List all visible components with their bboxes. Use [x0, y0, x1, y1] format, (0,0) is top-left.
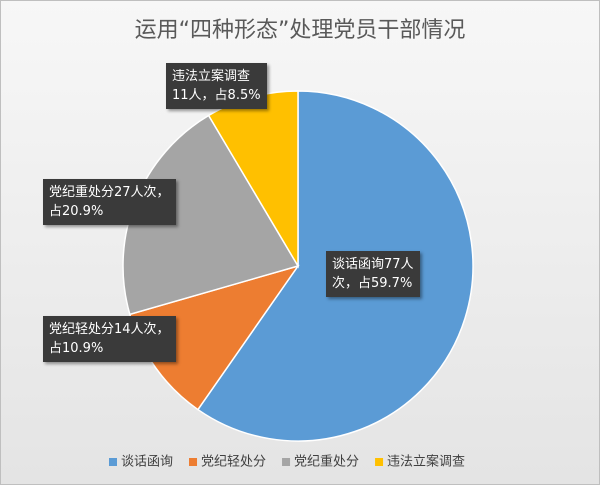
legend-swatch [375, 458, 384, 466]
data-label: 党纪轻处分14人次， 占10.9% [43, 316, 176, 362]
data-label: 违法立案调查 11人，占8.5% [166, 63, 267, 109]
legend-label: 谈话函询 [121, 455, 173, 470]
data-label: 党纪重处分27人次， 占20.9% [43, 179, 176, 225]
legend-label: 违法立案调查 [387, 455, 465, 470]
legend-label: 党纪重处分 [294, 454, 359, 470]
legend-swatch [282, 458, 291, 466]
legend-label: 党纪轻处分 [201, 455, 266, 470]
chart-title: 运用“四种形态”处理党员干部情况 [135, 18, 466, 43]
legend-swatch [109, 458, 117, 466]
data-label: 谈话函询77人 次，占59.7% [326, 251, 420, 297]
legend-swatch [189, 458, 198, 466]
